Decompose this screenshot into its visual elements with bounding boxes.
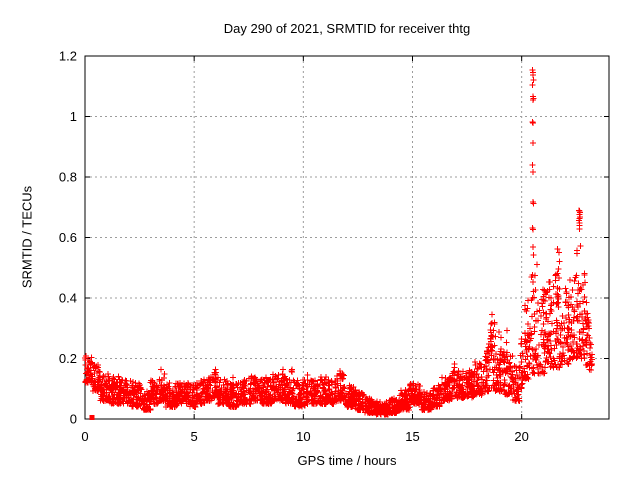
x-axis-label: GPS time / hours — [297, 453, 397, 468]
y-tick-label: 0.8 — [59, 170, 77, 185]
y-tick-label: 0.2 — [59, 351, 77, 366]
chart-title: Day 290 of 2021, SRMTID for receiver tht… — [223, 21, 471, 36]
y-tick-label: 1.2 — [59, 49, 77, 64]
y-tick-label: 0 — [70, 412, 77, 427]
y-tick-label: 0.6 — [59, 230, 77, 245]
data-points — [82, 67, 595, 418]
x-tick-label: 5 — [191, 429, 198, 444]
x-tick-label: 20 — [514, 429, 528, 444]
y-tick-label: 1 — [70, 109, 77, 124]
y-tick-label: 0.4 — [59, 291, 77, 306]
x-tick-label: 10 — [296, 429, 310, 444]
square-outlier-point — [89, 414, 95, 420]
x-tick-label: 15 — [405, 429, 419, 444]
x-tick-label: 0 — [81, 429, 88, 444]
